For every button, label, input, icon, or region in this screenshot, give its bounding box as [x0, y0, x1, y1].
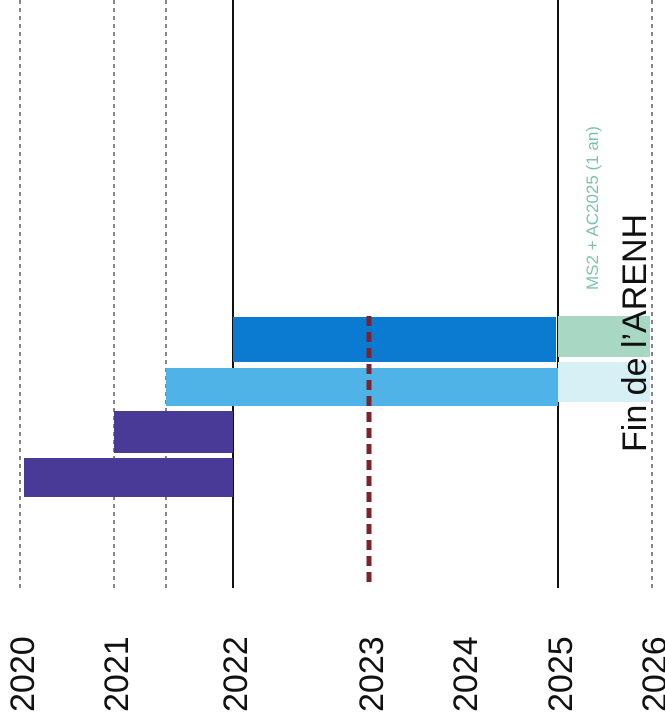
- bar-2020-2022: [24, 458, 233, 497]
- tick-label-2021: 2021: [98, 636, 136, 712]
- bar-2025-2026-light: [558, 362, 650, 402]
- tick-label-2023: 2023: [353, 636, 391, 712]
- tick-label-2026: 2026: [636, 636, 665, 712]
- tick-label-2025: 2025: [542, 636, 580, 712]
- bar-2025-2026-green: [558, 316, 650, 357]
- bar-2021h-2025: [166, 368, 558, 406]
- annotation-ms2-ac2025: MS2 + AC2025 (1 an): [583, 126, 602, 290]
- tick-label-2024: 2024: [447, 636, 485, 712]
- bar-2021-2022: [114, 411, 233, 453]
- tick-label-2020: 2020: [4, 636, 42, 712]
- bar-2022-2025: [233, 317, 556, 362]
- annotation-fin-arenh: Fin de l’ARENH: [616, 214, 654, 452]
- tick-label-2022: 2022: [217, 636, 255, 712]
